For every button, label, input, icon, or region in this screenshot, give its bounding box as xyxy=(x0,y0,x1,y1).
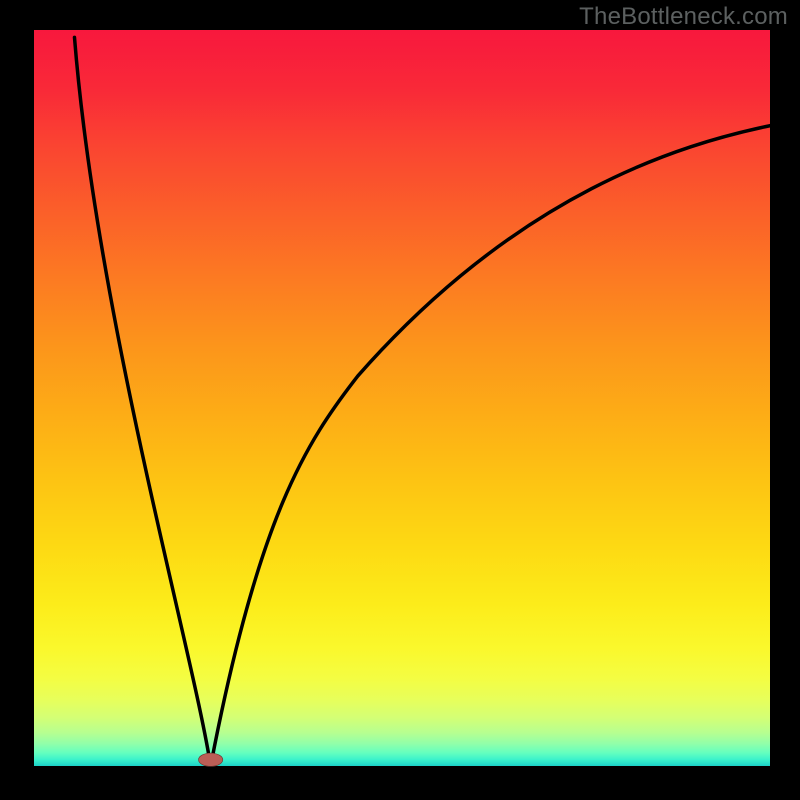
optimal-point-marker xyxy=(198,753,222,766)
watermark-text: TheBottleneck.com xyxy=(579,3,788,31)
gradient-background xyxy=(34,30,770,766)
bottleneck-chart xyxy=(0,0,800,800)
chart-stage: TheBottleneck.com xyxy=(0,0,800,800)
